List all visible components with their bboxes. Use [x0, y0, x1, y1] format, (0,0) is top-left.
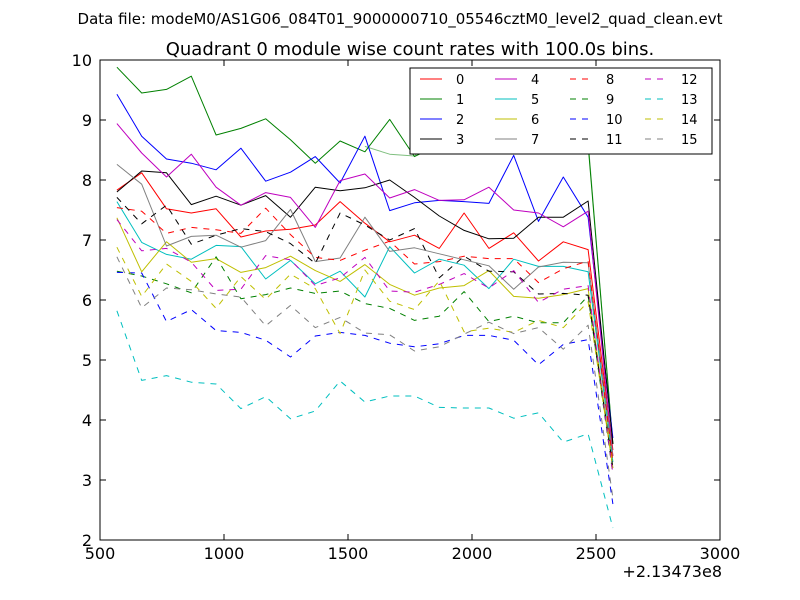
- legend-label-4: 4: [531, 73, 539, 88]
- figure-supertitle: Data file: modeM0/AS1G06_084T01_90000007…: [78, 10, 723, 29]
- legend-label-1: 1: [456, 93, 464, 108]
- legend-label-13: 13: [681, 93, 698, 108]
- legend-label-14: 14: [681, 113, 698, 128]
- y-tick-label: 8: [82, 171, 92, 190]
- legend-label-8: 8: [606, 73, 614, 88]
- x-offset-label: +2.13473e8: [622, 562, 722, 581]
- legend-label-2: 2: [456, 113, 464, 128]
- plot-area: 500 1000 1500 2000 2500 300023456789100123456…: [72, 51, 741, 563]
- series-line-12: [116, 219, 614, 475]
- y-tick-label: 7: [82, 231, 92, 250]
- series-line-5: [116, 201, 614, 463]
- series-line-10: [116, 271, 614, 505]
- legend-box: [409, 67, 713, 155]
- axes-frame: [99, 59, 721, 541]
- series-line-7: [116, 164, 614, 457]
- y-tick-label: 9: [82, 111, 92, 130]
- series-line-9: [116, 256, 614, 475]
- legend-label-12: 12: [681, 73, 698, 88]
- x-tick-label: 2000: [452, 544, 493, 563]
- series-line-11: [116, 197, 614, 469]
- series-line-4: [116, 123, 614, 457]
- y-tick-label: 4: [82, 411, 92, 430]
- y-tick-label: 2: [82, 531, 92, 550]
- x-tick-label: 1000: [204, 544, 245, 563]
- legend-label-6: 6: [531, 113, 539, 128]
- series-line-8: [116, 207, 614, 463]
- legend-label-5: 5: [531, 93, 539, 108]
- y-tick-label: 3: [82, 471, 92, 490]
- series-line-6: [116, 217, 614, 469]
- y-tick-label: 10: [72, 51, 92, 70]
- series-line-13: [116, 310, 614, 529]
- y-tick-label: 6: [82, 291, 92, 310]
- x-tick-label: 3000: [700, 544, 741, 563]
- legend-label-15: 15: [681, 133, 698, 148]
- legend-label-0: 0: [456, 73, 464, 88]
- legend-label-10: 10: [606, 113, 623, 128]
- x-tick-label: 1500: [328, 544, 369, 563]
- series-line-14: [116, 246, 614, 469]
- y-tick-label: 5: [82, 351, 92, 370]
- legend-label-3: 3: [456, 133, 464, 148]
- legend-label-11: 11: [606, 133, 623, 148]
- series-line-3: [116, 170, 614, 445]
- x-tick-label: 2500: [576, 544, 617, 563]
- legend-label-7: 7: [531, 133, 539, 148]
- series-line-extra: [364, 110, 614, 445]
- chart-title: Quadrant 0 module wise count rates with …: [166, 39, 655, 60]
- legend-label-9: 9: [606, 93, 614, 108]
- x-tick-label: 500: [85, 544, 116, 563]
- series-line-0: [116, 172, 614, 451]
- series-line-15: [116, 256, 614, 499]
